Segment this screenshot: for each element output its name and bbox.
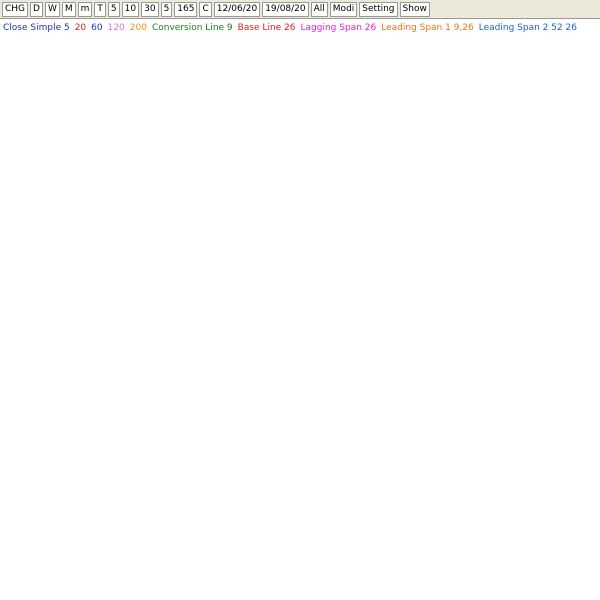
toolbar-button[interactable]: m [77,1,93,17]
toolbar-button[interactable]: Modi [329,1,358,17]
legend-item: 200 [129,23,147,33]
toolbar-button[interactable]: 30 [141,1,159,17]
toolbar-button[interactable]: T [94,1,106,17]
legend-item: Lagging Span 26 [300,23,377,33]
toolbar-button[interactable]: 165 [174,1,198,17]
legend: Close Simple 5 20 60 120 200 Conversion Line … [0,20,600,36]
legend-item: Conversion Line 9 [151,23,233,33]
legend-item: Close Simple 5 [3,23,70,33]
toolbar-button[interactable]: 5 [160,1,173,17]
legend-item: 20 [74,23,87,33]
legend-item: 120 [107,23,125,33]
legend-item: 60 [91,23,103,33]
toolbar-button[interactable]: 19/08/20 [262,1,309,17]
toolbar-button[interactable]: C [199,1,212,17]
toolbar-button[interactable]: CHG [2,1,29,17]
toolbar-button[interactable]: D [30,1,43,17]
legend-item: Base Line 26 [237,23,296,33]
toolbar-button[interactable]: 10 [121,1,140,17]
toolbar-button[interactable]: W [44,1,60,17]
toolbar-button[interactable]: Setting [359,1,398,17]
chart: L 1,352.941,424.28 (02/07)040506070820, … [0,36,600,600]
toolbar-button[interactable]: 12/06/20 [213,1,261,17]
toolbar-button[interactable]: All [310,1,328,17]
legend-item: Leading Span 2 52 26 [478,23,578,33]
toolbar-button[interactable]: Show [399,1,430,17]
toolbar-button[interactable]: M [61,1,76,17]
legend-item: Leading Span 1 9,26 [381,23,474,33]
toolbar-button[interactable]: 5 [107,1,120,17]
